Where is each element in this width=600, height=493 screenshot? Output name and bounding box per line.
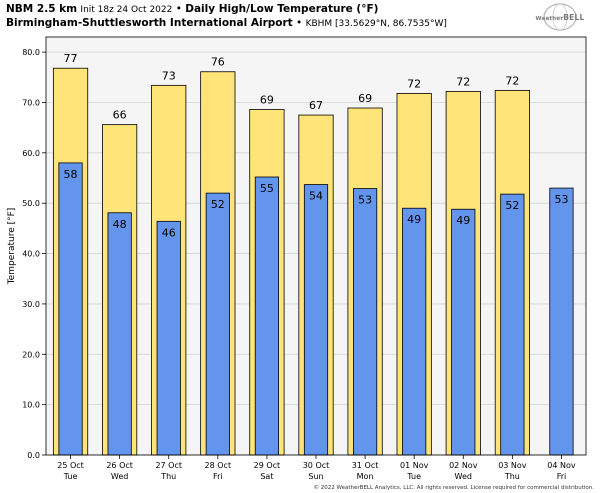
y-tick-label: 50.0 (22, 199, 40, 208)
low-temp-bar (451, 208, 476, 456)
copyright-notice: © 2022 WeatherBELL Analytics, LLC. All r… (313, 485, 594, 491)
chart-header-line2: Birmingham-Shuttlesworth International A… (6, 17, 447, 29)
x-tick-label-date: 03 Nov (498, 461, 527, 470)
x-tick-label-day: Mon (357, 472, 374, 481)
model-name: NBM 2.5 km (6, 3, 78, 15)
y-axis-label: Temperature [°F] (7, 208, 17, 286)
x-tick-label-date: 31 Oct (352, 461, 379, 470)
x-tick-label-day: Wed (111, 472, 128, 481)
high-temp-label: 76 (211, 56, 225, 69)
y-tick-label: 10.0 (22, 401, 40, 410)
y-tick-label: 20.0 (22, 350, 40, 359)
separator: • (296, 17, 303, 29)
low-temp-bar (500, 193, 525, 456)
high-temp-label: 72 (407, 77, 421, 90)
low-temp-label: 53 (358, 194, 372, 207)
separator: • (175, 3, 182, 15)
weatherbell-logo: WeatherBELL (530, 2, 590, 32)
high-temp-label: 69 (260, 94, 274, 107)
x-tick-label-date: 01 Nov (400, 461, 429, 470)
low-temp-label: 52 (505, 199, 519, 212)
high-temp-label: 69 (358, 92, 372, 105)
low-temp-label: 49 (407, 213, 421, 226)
y-tick-label: 40.0 (22, 250, 40, 259)
chart-title: Daily High/Low Temperature (°F) (185, 3, 379, 15)
high-temp-label: 77 (64, 52, 78, 65)
low-temp-bar (549, 187, 574, 456)
logo-text-large: BELL (563, 13, 585, 22)
high-temp-label: 67 (309, 99, 323, 112)
low-temp-label: 58 (64, 168, 78, 181)
logo-text-small: Weather (535, 16, 564, 22)
low-temp-bar (353, 188, 378, 456)
logo-text: WeatherBELL (530, 13, 590, 22)
high-temp-label: 72 (456, 75, 470, 88)
x-tick-label-day: Thu (504, 472, 520, 481)
location-name: Birmingham-Shuttlesworth International A… (6, 17, 293, 29)
x-tick-label-date: 26 Oct (106, 461, 133, 470)
x-tick-label-day: Tue (406, 472, 421, 481)
low-temp-label: 53 (554, 193, 568, 206)
x-tick-label-date: 04 Nov (547, 461, 576, 470)
low-temp-label: 52 (211, 198, 225, 211)
x-tick-label-date: 30 Oct (303, 461, 330, 470)
low-temp-bar (205, 192, 230, 456)
x-tick-label-day: Tue (63, 472, 78, 481)
low-temp-label: 46 (162, 226, 176, 239)
high-temp-label: 66 (113, 109, 127, 122)
low-temp-bar (303, 184, 329, 456)
low-temp-label: 48 (113, 218, 127, 231)
x-tick-label-date: 27 Oct (155, 461, 182, 470)
low-temp-bar (254, 176, 279, 456)
low-temp-bar (107, 212, 132, 456)
x-tick-label-date: 02 Nov (449, 461, 478, 470)
x-tick-label-day: Fri (213, 472, 223, 481)
chart-header-line1: NBM 2.5 km Init 18z 24 Oct 2022 • Daily … (6, 3, 378, 15)
logo-globe-icon (543, 3, 577, 31)
high-temp-label: 73 (162, 69, 176, 82)
low-temp-bar (402, 207, 427, 456)
low-temp-bar (156, 220, 181, 456)
y-tick-label: 30.0 (22, 300, 40, 309)
low-temp-label: 49 (456, 214, 470, 227)
x-tick-label-day: Sun (308, 472, 323, 481)
station-info: KBHM [33.5629°N, 86.7535°W] (305, 19, 447, 29)
x-tick-label-day: Sat (260, 472, 273, 481)
x-tick-label-date: 28 Oct (205, 461, 232, 470)
x-tick-label-day: Thu (160, 472, 176, 481)
low-temp-label: 55 (260, 182, 274, 195)
x-tick-label-day: Wed (455, 472, 472, 481)
y-tick-label: 60.0 (22, 149, 40, 158)
y-tick-label: 70.0 (22, 98, 40, 107)
init-time: Init 18z 24 Oct 2022 (80, 5, 173, 15)
high-temp-label: 72 (505, 74, 519, 87)
low-temp-bar (58, 162, 83, 456)
y-tick-label: 80.0 (22, 48, 40, 57)
x-tick-label-date: 29 Oct (254, 461, 281, 470)
x-tick-label-date: 25 Oct (57, 461, 84, 470)
plot-frame (45, 36, 587, 456)
x-tick-label-day: Fri (557, 472, 567, 481)
y-tick-label: 0.0 (27, 451, 40, 460)
low-temp-label: 54 (309, 190, 323, 203)
